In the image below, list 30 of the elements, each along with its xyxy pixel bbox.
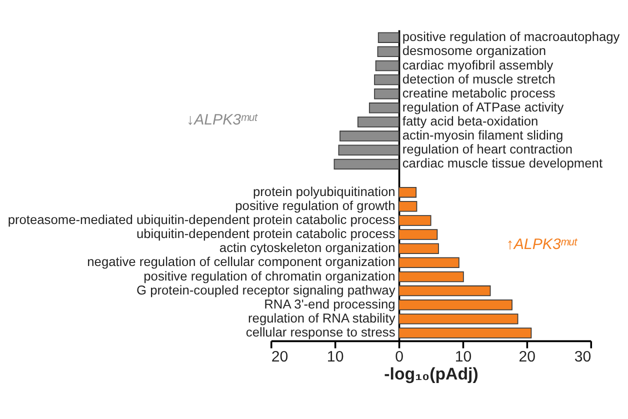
x-tick-label: 0 — [395, 348, 404, 366]
y-tick-label: RNA 3'-end processing — [264, 296, 396, 312]
y-tick-label: detection of muscle stretch — [402, 71, 556, 86]
y-tick-label: positive regulation of macroautophagy — [402, 29, 620, 44]
y-tick-label: positive regulation of chromatin organization — [144, 268, 396, 284]
y-tick-label: regulation of heart contraction — [402, 142, 573, 157]
y-tick-label: actin cytoskeleton organization — [219, 240, 396, 256]
y-tick-label: ubiquitin-dependent protein catabolic process — [136, 226, 396, 242]
y-tick-label: creatine metabolic process — [402, 85, 556, 100]
y-tick-label: actin-myosin filament sliding — [402, 128, 564, 143]
y-tick-label: cellular response to stress — [246, 324, 396, 340]
y-tick-label: fatty acid beta-oxidation — [402, 114, 538, 129]
y-tick-label: cardiac muscle tissue development — [402, 156, 603, 171]
y-tick-label: desmosome organization — [402, 43, 546, 58]
y-tick-label: cardiac myofibril assembly — [402, 57, 554, 72]
y-tick-label: negative regulation of cellular component organization — [87, 254, 396, 270]
x-tick-label: 10 — [326, 348, 344, 366]
x-axis-title: -log₁₀(pAdj) — [384, 364, 478, 384]
x-tick-label: 20 — [518, 348, 536, 366]
y-tick-label: regulation of ATPase activity — [402, 99, 564, 114]
x-tick-label: 30 — [574, 348, 592, 366]
x-tick-label: 10 — [454, 348, 472, 366]
y-tick-label: G protein-coupled receptor signaling pathway — [136, 282, 396, 298]
y-tick-label: protein polyubiquitination — [252, 184, 396, 199]
annotation: ↑ALPK3ᵐᵘᵗ — [506, 236, 578, 253]
y-tick-label: proteasome-mediated ubiquitin-dependent protein catabolic process — [8, 212, 396, 228]
text: ↓ALPK3ᵐᵘᵗ — [186, 111, 258, 128]
x-tick-label: 20 — [271, 348, 288, 366]
y-tick-label: regulation of RNA stability — [248, 310, 396, 326]
y-tick-label: positive regulation of growth — [235, 198, 396, 213]
